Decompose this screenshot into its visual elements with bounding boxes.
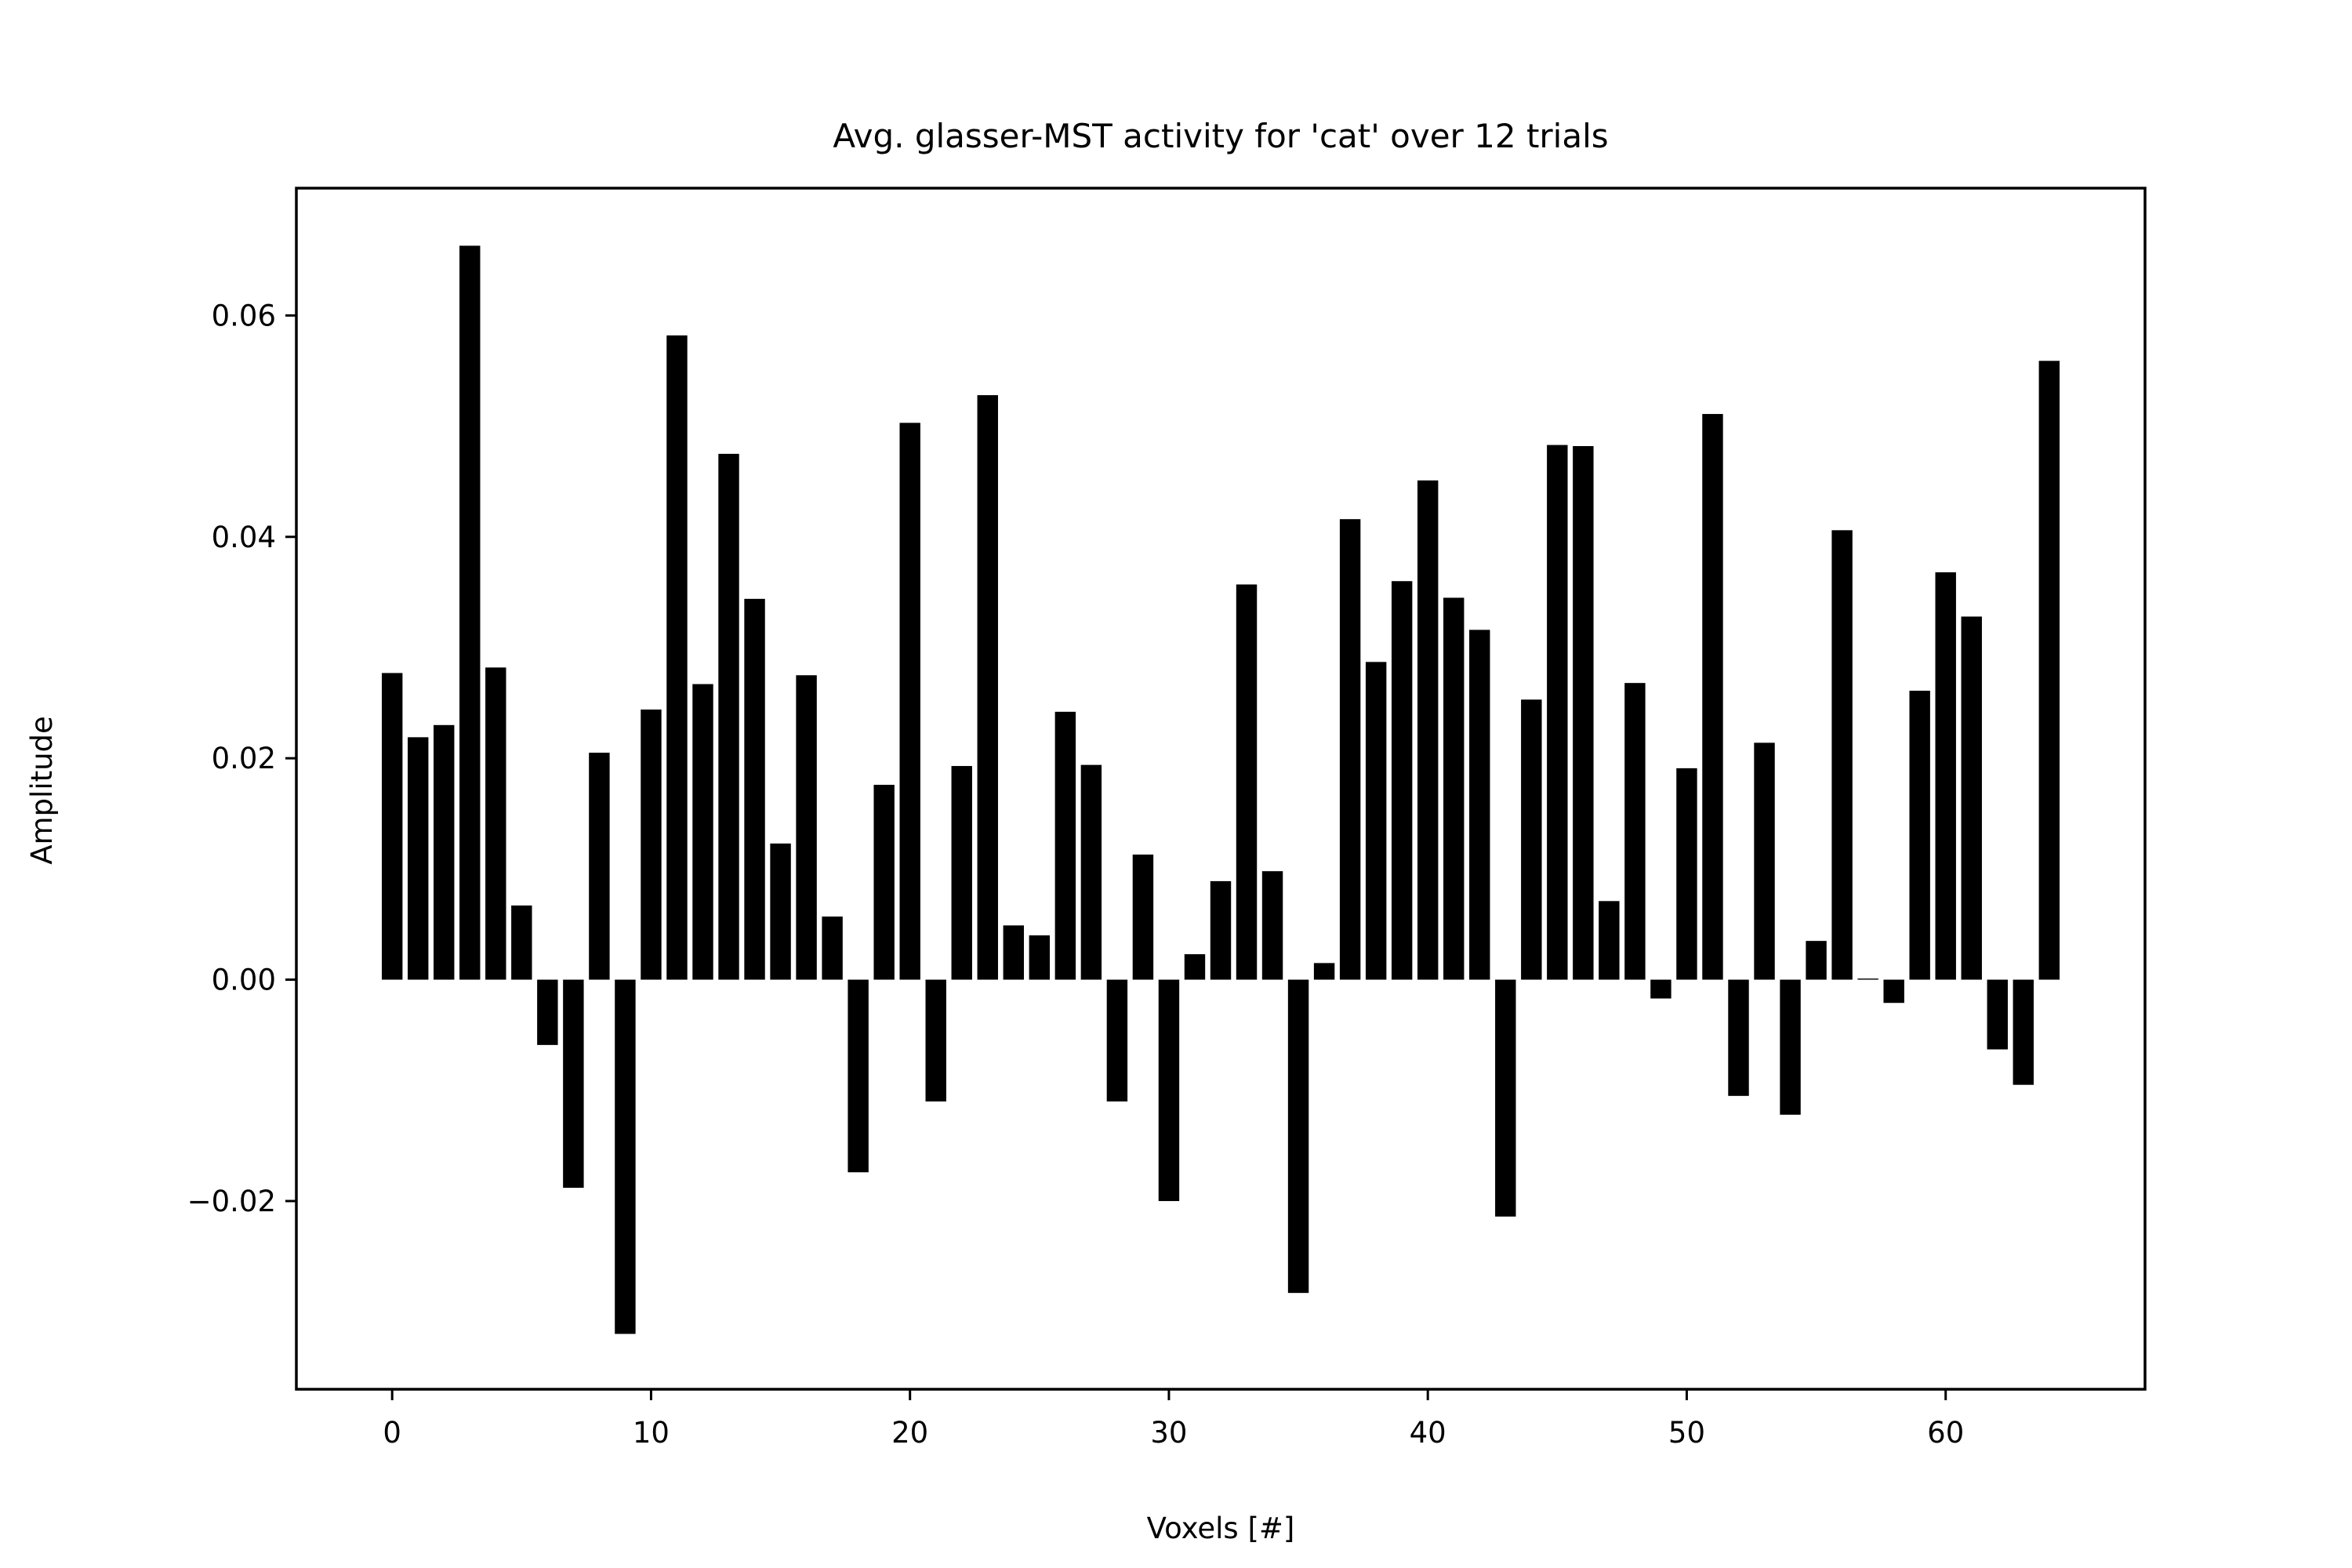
bar-voxel-7	[563, 979, 584, 1189]
bar-voxel-6	[537, 979, 558, 1045]
bar-voxel-18	[848, 979, 869, 1173]
bars-group	[381, 245, 2060, 1334]
bar-voxel-23	[977, 395, 998, 980]
y-tick-label: 0.06	[212, 299, 276, 332]
x-tick-label: 60	[1927, 1416, 1964, 1450]
bar-voxel-29	[1132, 855, 1154, 980]
bar-voxel-19	[873, 785, 895, 980]
bar-voxel-30	[1158, 979, 1180, 1201]
bar-voxel-8	[589, 753, 610, 980]
bar-voxel-20	[899, 423, 920, 980]
bar-voxel-22	[951, 766, 972, 980]
bar-voxel-45	[1547, 445, 1568, 980]
bar-voxel-14	[744, 598, 765, 980]
bar-voxel-4	[485, 667, 506, 980]
bar-voxel-51	[1702, 414, 1723, 980]
chart-title: Avg. glasser-MST activity for 'cat' over…	[833, 117, 1608, 155]
y-tick-label: 0.02	[212, 742, 276, 775]
bar-voxel-57	[1857, 978, 1878, 980]
bar-voxel-21	[925, 979, 946, 1102]
bar-voxel-58	[1883, 979, 1904, 1004]
bar-voxel-24	[1003, 925, 1025, 980]
bar-voxel-26	[1054, 711, 1076, 980]
bar-voxel-16	[796, 675, 817, 980]
y-tick-label: 0.00	[212, 964, 276, 997]
bar-voxel-55	[1806, 941, 1827, 980]
bar-voxel-63	[2013, 979, 2034, 1085]
bar-voxel-42	[1469, 630, 1490, 980]
bar-voxel-35	[1287, 979, 1309, 1294]
bar-voxel-31	[1184, 954, 1206, 980]
bar-voxel-47	[1599, 901, 1620, 980]
bar-voxel-54	[1780, 979, 1801, 1115]
x-tick-label: 30	[1150, 1416, 1187, 1450]
x-tick-label: 40	[1410, 1416, 1446, 1450]
x-axis-label: Voxels [#]	[1147, 1512, 1295, 1545]
y-tick-label: 0.04	[212, 521, 276, 554]
bar-voxel-48	[1624, 683, 1646, 980]
x-tick-label: 10	[633, 1416, 670, 1450]
bar-voxel-39	[1391, 581, 1413, 980]
bar-voxel-15	[770, 843, 791, 980]
bar-voxel-28	[1106, 979, 1128, 1102]
bar-voxel-40	[1417, 480, 1439, 980]
bar-voxel-1	[408, 737, 429, 980]
bar-voxel-34	[1261, 871, 1283, 980]
bar-voxel-10	[641, 710, 662, 980]
bar-voxel-36	[1313, 963, 1335, 980]
bar-voxel-32	[1210, 880, 1232, 980]
bar-voxel-46	[1573, 445, 1594, 980]
bar-voxel-50	[1676, 768, 1697, 980]
bar-voxel-33	[1236, 584, 1258, 980]
bar-voxel-64	[2038, 361, 2060, 980]
bar-voxel-12	[692, 684, 713, 980]
bar-voxel-49	[1650, 979, 1671, 999]
bar-voxel-11	[666, 335, 688, 980]
x-tick-label: 0	[383, 1416, 401, 1450]
bar-voxel-52	[1728, 979, 1749, 1096]
x-axis-ticks: 0 10 20 30 40 50 60	[383, 1389, 1964, 1450]
bar-voxel-53	[1754, 742, 1775, 980]
bar-voxel-38	[1365, 662, 1387, 980]
bar-voxel-41	[1443, 597, 1465, 980]
bar-voxel-13	[718, 453, 739, 980]
plot-frame	[295, 187, 2147, 1391]
bar-voxel-17	[822, 916, 843, 980]
bar-voxel-0	[381, 673, 403, 980]
bar-voxel-2	[434, 724, 455, 980]
bar-voxel-25	[1029, 935, 1051, 980]
bar-voxel-43	[1495, 979, 1516, 1217]
bar-voxel-9	[615, 979, 636, 1334]
bar-voxel-56	[1831, 530, 1853, 980]
x-tick-label: 50	[1668, 1416, 1705, 1450]
bar-voxel-62	[1987, 979, 2008, 1050]
y-axis-label: Amplitude	[25, 716, 59, 865]
bar-voxel-59	[1909, 691, 1930, 980]
bar-voxel-61	[1961, 616, 1982, 980]
bar-voxel-5	[511, 905, 532, 980]
bar-voxel-44	[1521, 699, 1542, 980]
bar-voxel-60	[1935, 572, 1956, 980]
y-tick-label: −0.02	[187, 1185, 276, 1218]
bar-voxel-27	[1080, 764, 1102, 980]
y-axis-ticks: −0.02 0.00 0.02 0.04 0.06	[187, 299, 296, 1218]
bar-voxel-3	[459, 245, 481, 980]
x-tick-label: 20	[891, 1416, 928, 1450]
bar-voxel-37	[1339, 519, 1361, 980]
